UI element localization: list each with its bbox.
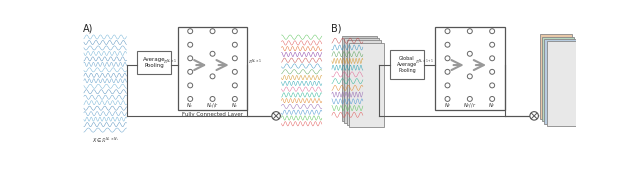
Circle shape	[445, 56, 450, 61]
Circle shape	[188, 56, 193, 61]
Text: A): A)	[83, 23, 93, 33]
FancyBboxPatch shape	[342, 36, 377, 121]
FancyBboxPatch shape	[349, 43, 384, 128]
Circle shape	[210, 51, 215, 56]
Circle shape	[467, 74, 472, 79]
Circle shape	[445, 83, 450, 88]
Text: $X \in \mathbb{R}^{N_c \times N_t}$: $X \in \mathbb{R}^{N_c \times N_t}$	[92, 136, 119, 145]
FancyBboxPatch shape	[435, 27, 505, 110]
Circle shape	[232, 42, 237, 47]
Text: B): B)	[331, 23, 342, 33]
Circle shape	[188, 69, 193, 74]
FancyBboxPatch shape	[178, 27, 248, 110]
Circle shape	[467, 51, 472, 56]
FancyBboxPatch shape	[390, 50, 424, 79]
Text: $\mathbb{R}^{N_F\times1+1}$: $\mathbb{R}^{N_F\times1+1}$	[415, 58, 434, 67]
FancyBboxPatch shape	[344, 38, 379, 123]
Circle shape	[445, 42, 450, 47]
Circle shape	[490, 83, 495, 88]
Text: $\mathbb{R}^{N_c\times1}$: $\mathbb{R}^{N_c\times1}$	[163, 58, 177, 67]
Circle shape	[188, 97, 193, 101]
Text: $N_c$: $N_c$	[231, 101, 239, 110]
Circle shape	[445, 97, 450, 101]
Circle shape	[467, 97, 472, 101]
Circle shape	[188, 83, 193, 88]
Circle shape	[530, 112, 538, 120]
FancyBboxPatch shape	[542, 37, 575, 121]
Text: $N_c$: $N_c$	[186, 101, 194, 110]
Text: Global
Average
Pooling: Global Average Pooling	[397, 56, 417, 73]
Circle shape	[210, 97, 215, 101]
FancyBboxPatch shape	[544, 39, 577, 124]
Circle shape	[210, 74, 215, 79]
Circle shape	[490, 56, 495, 61]
Text: $\mathbb{R}^{N_c\times1}$: $\mathbb{R}^{N_c\times1}$	[248, 58, 262, 67]
Text: $N_F$: $N_F$	[488, 101, 496, 110]
Circle shape	[232, 29, 237, 34]
Text: $N_F$: $N_F$	[444, 101, 451, 110]
Circle shape	[232, 56, 237, 61]
Circle shape	[490, 42, 495, 47]
Circle shape	[188, 29, 193, 34]
Circle shape	[445, 69, 450, 74]
Text: $N_F//r$: $N_F//r$	[463, 101, 476, 110]
FancyBboxPatch shape	[138, 51, 172, 74]
Text: Fully Connected Layer: Fully Connected Layer	[182, 112, 243, 117]
Circle shape	[232, 83, 237, 88]
Text: $N_c//r$: $N_c//r$	[206, 101, 219, 110]
Circle shape	[490, 97, 495, 101]
Circle shape	[188, 42, 193, 47]
Circle shape	[232, 69, 237, 74]
Circle shape	[467, 29, 472, 34]
Text: Average
Pooling: Average Pooling	[143, 57, 166, 68]
Circle shape	[210, 29, 215, 34]
Circle shape	[232, 97, 237, 101]
FancyBboxPatch shape	[347, 40, 381, 125]
Circle shape	[445, 29, 450, 34]
Circle shape	[490, 69, 495, 74]
Circle shape	[272, 112, 280, 120]
FancyBboxPatch shape	[547, 41, 579, 126]
FancyBboxPatch shape	[540, 34, 572, 119]
Circle shape	[490, 29, 495, 34]
